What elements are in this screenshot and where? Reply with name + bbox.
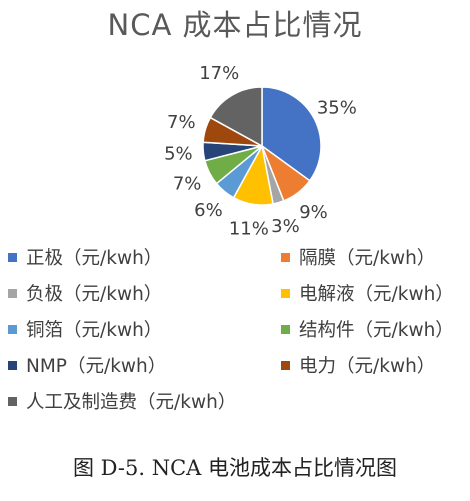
legend-item-4: 铜箔（元/kwh） [8, 316, 281, 342]
legend-item-1: 隔膜（元/kwh） [281, 244, 468, 270]
legend-label-6: NMP（元/kwh） [26, 356, 167, 377]
chart-title: NCA 成本占比情况 [107, 8, 363, 42]
legend-swatch-0 [8, 252, 17, 262]
legend-label-1: 隔膜（元/kwh） [299, 248, 436, 269]
legend-label-5: 结构件（元/kwh） [299, 320, 454, 341]
pie-slice-0 [261, 86, 322, 182]
legend-item-8: 人工及制造费（元/kwh） [8, 388, 281, 414]
pie-slice-8 [209, 86, 263, 148]
legend-label-0: 正极（元/kwh） [26, 248, 163, 269]
legend-swatch-7 [281, 360, 290, 370]
legend-swatch-4 [8, 324, 17, 334]
legend-swatch-8 [8, 396, 17, 406]
legend-label-4: 铜箔（元/kwh） [26, 320, 163, 341]
legend-item-6: NMP（元/kwh） [8, 352, 281, 378]
slice-data-label-2: 3% [271, 216, 300, 237]
legend-item-5: 结构件（元/kwh） [281, 316, 468, 342]
pie-chart: 35% 9%3%11% 6% 7% 5% 7% 17% [164, 63, 357, 239]
slice-data-label-8: 17% [199, 63, 239, 84]
legend-label-2: 负极（元/kwh） [26, 284, 163, 305]
legend-swatch-1 [281, 252, 290, 262]
slice-data-label-7: 7% [167, 112, 196, 133]
legend-swatch-2 [8, 288, 17, 298]
slice-data-label-0: 35% [317, 97, 357, 118]
slice-data-label-6: 5% [164, 143, 193, 164]
chart-legend: 正极（元/kwh） 隔膜（元/kwh） 负极（元/kwh） 电解液（元/kwh） 铜箔（… [8, 244, 468, 414]
figure-caption: 图 D-5. NCA 电池成本占比情况图 [73, 456, 397, 480]
slice-data-label-5: 7% [173, 174, 202, 195]
legend-label-8: 人工及制造费（元/kwh） [26, 392, 237, 413]
slice-data-label-4: 6% [194, 200, 223, 221]
slice-data-label-3: 11% [229, 218, 269, 239]
legend-swatch-6 [8, 360, 17, 370]
legend-item-0: 正极（元/kwh） [8, 244, 281, 270]
legend-item-3: 电解液（元/kwh） [281, 280, 468, 306]
legend-swatch-3 [281, 288, 290, 298]
slice-data-label-1: 9% [299, 202, 328, 223]
legend-item-2: 负极（元/kwh） [8, 280, 281, 306]
legend-label-7: 电力（元/kwh） [299, 356, 436, 377]
legend-item-7: 电力（元/kwh） [281, 352, 468, 378]
legend-label-3: 电解液（元/kwh） [299, 284, 454, 305]
legend-swatch-5 [281, 324, 290, 334]
